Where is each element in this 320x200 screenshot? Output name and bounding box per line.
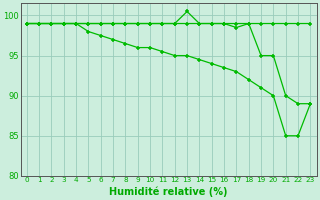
X-axis label: Humidité relative (%): Humidité relative (%) [109, 186, 228, 197]
